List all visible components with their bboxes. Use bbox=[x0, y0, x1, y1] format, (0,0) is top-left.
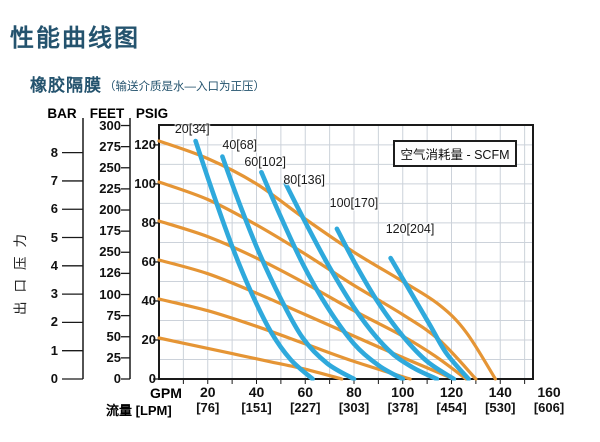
plot-border bbox=[158, 124, 534, 380]
psig-scale-header: PSIG bbox=[135, 106, 169, 121]
air-curve-60scfm bbox=[259, 169, 406, 381]
page-title: 性能曲线图 bbox=[10, 25, 140, 52]
flow-curve-6 bbox=[157, 336, 344, 381]
feet-scale-header: FEET bbox=[89, 106, 125, 121]
air-curve-40scfm bbox=[220, 154, 357, 381]
x-axis-unit-gpm: GPM bbox=[150, 385, 182, 401]
flow-curve-5 bbox=[157, 297, 412, 381]
bar-scale-header: BAR bbox=[47, 106, 77, 121]
diaphragm-type-label: 橡胶隔膜 bbox=[30, 76, 102, 95]
flow-curve-1 bbox=[157, 139, 497, 381]
x-axis-unit-flow-lpm: 流量 [LPM] bbox=[106, 403, 172, 418]
flow-curve-4 bbox=[157, 258, 456, 381]
legend-box: 空气消耗量 - SCFM bbox=[393, 140, 517, 167]
air-curve-80scfm bbox=[283, 181, 440, 381]
subtitle-note: （输送介质是水—入口为正压） bbox=[104, 81, 265, 93]
flow-curve-3 bbox=[157, 219, 468, 381]
air-curve-100scfm bbox=[334, 226, 457, 381]
legend-label: 空气消耗量 - SCFM bbox=[400, 148, 510, 162]
air-curve-20scfm bbox=[193, 138, 315, 381]
air-curve-120scfm bbox=[388, 255, 471, 381]
